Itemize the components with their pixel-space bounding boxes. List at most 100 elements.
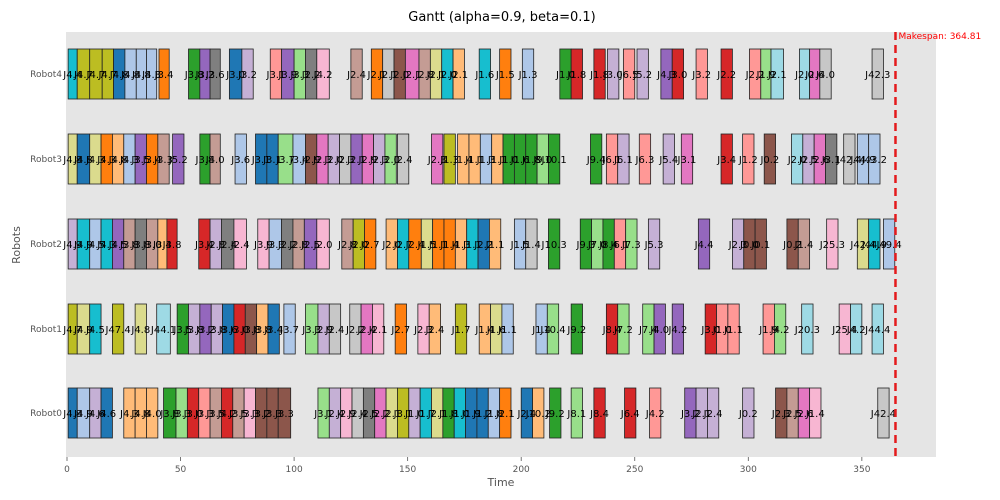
task-label: J1.4: [794, 240, 814, 251]
task-label: J2.1: [367, 70, 387, 81]
task-label: J10.2: [525, 409, 551, 420]
task-bar: [850, 303, 863, 355]
task-label: J2.4: [346, 70, 366, 81]
task-label: J2.4: [217, 240, 237, 251]
task-label: J7.2: [613, 325, 633, 336]
task-label: J10.1: [541, 155, 567, 166]
robot-labels: Robot4 Robot3 Robot2 Robot1 Robot0: [30, 70, 62, 419]
task-label: J3.2: [680, 409, 700, 420]
task-label: J2.8: [337, 240, 357, 251]
robot-label: Robot4: [30, 70, 62, 80]
task-label: J6.1: [613, 155, 633, 166]
task-bar: [797, 218, 811, 270]
task-label: J2.1: [346, 155, 366, 166]
task-label: J2.8: [414, 70, 434, 81]
task-label: J2.8: [288, 240, 308, 251]
task-label: J3.1: [313, 409, 333, 420]
task-bar: [826, 218, 839, 270]
task-label: J4.6: [96, 409, 116, 420]
task-bar: [617, 303, 630, 355]
task-bar: [671, 48, 684, 100]
robot-label: Robot1: [30, 325, 62, 335]
task-label: J2.3: [335, 155, 355, 166]
task-label: J6.1: [602, 155, 622, 166]
task-bar: [532, 387, 545, 439]
task-bar: [100, 387, 113, 439]
task-label: J3.2: [195, 325, 215, 336]
task-label: J4.4: [694, 240, 714, 251]
task-label: J0.2: [738, 409, 758, 420]
task-label: J3.4: [152, 240, 172, 251]
task-label: J2.3: [369, 155, 389, 166]
task-label: J1.8: [589, 70, 609, 81]
task-label: J4.4: [62, 70, 82, 81]
task-label: J10.4: [539, 325, 565, 336]
task-label: J1.2: [738, 155, 758, 166]
task-bar: [653, 303, 666, 355]
task-label: J4.2: [846, 325, 866, 336]
task-label: J1.7: [415, 409, 435, 420]
task-label: J3.4: [289, 155, 309, 166]
task-label: J1.6: [474, 70, 494, 81]
task-label: J2.6: [794, 409, 814, 420]
task-label: J2.3: [413, 325, 433, 336]
task-bar: [707, 387, 720, 439]
task-bar: [809, 387, 822, 439]
task-label: J0.1: [750, 240, 770, 251]
task-label: J3.8: [184, 325, 204, 336]
task-label: J3.1: [393, 409, 413, 420]
task-label: J3.7: [275, 155, 295, 166]
task-label: J4.8: [62, 409, 82, 420]
task-label: J4.2: [313, 70, 333, 81]
task-label: J2.0: [389, 70, 409, 81]
task-label: J3.6: [218, 325, 238, 336]
task-label: J3.5: [228, 409, 248, 420]
task-label: J1.9: [461, 409, 481, 420]
task-label: J42.4: [870, 409, 896, 420]
task-label: J1.1: [428, 240, 448, 251]
task-label: J1.2: [472, 409, 492, 420]
task-bar: [478, 48, 491, 100]
task-label: J25.3: [819, 240, 845, 251]
task-label: J2.4: [516, 409, 536, 420]
task-label: J4.6: [85, 409, 105, 420]
task-bar: [727, 303, 740, 355]
task-label: J2.0: [323, 155, 343, 166]
task-bar: [871, 48, 884, 100]
task-label: J3.1: [677, 155, 697, 166]
task-label: J6.4: [620, 409, 640, 420]
task-label: J2.2: [277, 240, 297, 251]
task-label: J25.4: [831, 325, 857, 336]
task-bar: [662, 133, 675, 185]
task-label: J0.2: [782, 240, 802, 251]
task-label: J3.2: [691, 70, 711, 81]
x-tick-label: 150: [399, 465, 416, 475]
task-label: J3.3: [171, 409, 191, 420]
task-bar: [593, 48, 606, 100]
task-bar: [443, 133, 456, 185]
task-label: J4.3: [85, 155, 105, 166]
task-label: J3.8: [195, 155, 215, 166]
task-label: J3.1: [266, 70, 286, 81]
task-bar: [277, 387, 292, 439]
task-label: J1.1: [487, 155, 507, 166]
task-label: J3.3: [239, 409, 259, 420]
task-label: J1.5: [510, 240, 530, 251]
task-label: J3.5: [205, 409, 225, 420]
task-label: J5.3: [644, 240, 664, 251]
task-bar: [697, 218, 711, 270]
task-label: J3.9: [253, 240, 273, 251]
task-bar: [156, 303, 171, 355]
x-tick-label: 0: [64, 465, 70, 475]
task-bar: [636, 48, 649, 100]
task-label: J44.4: [864, 325, 890, 336]
task-bar: [593, 387, 606, 439]
task-label: J2.1: [426, 70, 446, 81]
task-label: J3.8: [119, 240, 139, 251]
task-label: J2.7: [393, 240, 413, 251]
task-bar: [241, 48, 254, 100]
task-bar: [283, 303, 296, 355]
task-label: J2.1: [691, 409, 711, 420]
task-bar: [622, 48, 636, 100]
task-bar: [234, 133, 247, 185]
